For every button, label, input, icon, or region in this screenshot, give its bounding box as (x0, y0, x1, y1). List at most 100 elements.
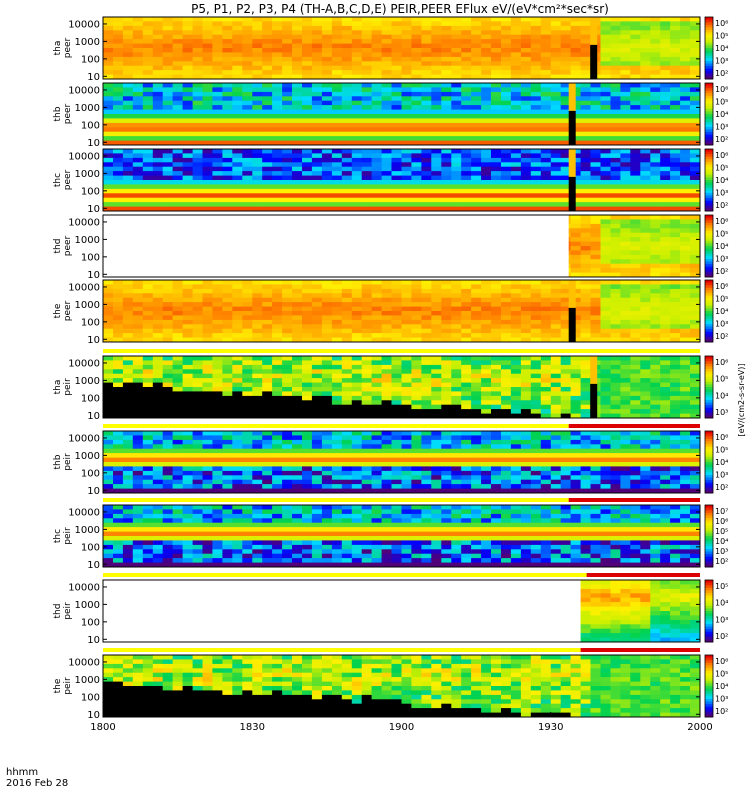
spectrogram-cell (580, 52, 592, 58)
spectrogram-cell (103, 136, 114, 141)
spectrogram-cell (341, 149, 353, 154)
spectrogram-cell (162, 70, 174, 75)
spectrogram-cell (560, 48, 572, 53)
spectrogram-cell (232, 175, 243, 181)
spectrogram-cell (103, 83, 114, 88)
spectrogram-cell (680, 100, 691, 106)
spectrogram-cell (630, 149, 641, 154)
spectrogram-cell (182, 25, 193, 31)
spectrogram-cell (520, 105, 532, 110)
colorbar-segment (705, 76, 713, 80)
spectrogram-cell (272, 153, 283, 159)
spectrogram-cell (103, 378, 114, 383)
spectrogram-cell (540, 21, 552, 27)
spectrogram-cell (331, 30, 343, 36)
spectrogram-cell (520, 324, 532, 330)
spectrogram-cell (371, 319, 382, 325)
panel-ylabel-species: peer (63, 37, 73, 58)
spectrogram-cell (331, 61, 343, 67)
spectrogram-cell (560, 387, 572, 392)
spectrogram-cell (411, 333, 422, 338)
spectrogram-cell (600, 328, 611, 334)
spectrogram-cell (501, 387, 512, 392)
spectrogram-cell (222, 153, 233, 159)
spectrogram-cell (132, 356, 144, 361)
spectrogram-cell (630, 87, 641, 93)
spectrogram-cell (272, 439, 283, 445)
colorbar-tick-label: 10² (715, 267, 728, 276)
spectrogram-cell (441, 328, 452, 334)
spectrogram-cell (520, 70, 532, 75)
spectrogram-cell (471, 39, 482, 44)
spectrogram-cell (252, 61, 263, 67)
spectrogram-cell (461, 306, 472, 312)
spectrogram-cell (302, 162, 313, 168)
spectrogram-cell (391, 56, 402, 62)
spectrogram-cell (311, 157, 323, 163)
spectrogram-cell (680, 166, 691, 172)
spectrogram-cell (132, 448, 144, 454)
spectrogram-cell (530, 131, 542, 137)
spectrogram-cell (152, 131, 164, 137)
spectrogram-cell (540, 118, 552, 124)
spectrogram-cell (361, 311, 373, 316)
spectrogram-cell (142, 193, 154, 199)
spectrogram-cell (501, 188, 512, 194)
spectrogram-cell (302, 193, 313, 199)
spectrogram-cell (461, 91, 472, 97)
spectrogram-cell (132, 439, 144, 445)
spectrogram-cell (351, 382, 363, 388)
spectrogram-cell (640, 241, 651, 247)
spectrogram-cell (680, 180, 691, 185)
spectrogram-cell (431, 288, 442, 294)
spectrogram-cell (680, 324, 691, 330)
spectrogram-cell (212, 413, 223, 419)
spectrogram-cell (321, 387, 333, 392)
spectrogram-cell (481, 324, 492, 330)
spectrogram-cell (530, 391, 542, 397)
spectrogram-cell (152, 188, 164, 194)
spectrogram-cell (620, 171, 631, 176)
colorbar-segment (705, 280, 713, 284)
spectrogram-cell (242, 337, 253, 343)
spectrogram-cell (540, 373, 552, 379)
spectrogram-cell (202, 83, 213, 88)
colorbar-segment (705, 217, 713, 221)
spectrogram-cell (610, 373, 621, 379)
spectrogram-cell (570, 175, 582, 181)
spectrogram-cell (491, 175, 502, 181)
spectrogram-cell (321, 74, 333, 80)
spectrogram-cell (162, 127, 174, 133)
spectrogram-cell (381, 166, 392, 172)
spectrogram-cell (242, 333, 253, 338)
spectrogram-cell (391, 391, 402, 397)
spectrogram-cell (421, 404, 432, 410)
spectrogram-cell (351, 373, 363, 379)
spectrogram-cell (321, 122, 333, 128)
spectrogram-cell (172, 91, 183, 97)
panel-ylabel: thcpeer (53, 169, 73, 190)
spectrogram-cell (113, 302, 124, 307)
spectrogram-cell (580, 136, 592, 141)
spectrogram-cell (152, 319, 164, 325)
spectrogram-cell (670, 263, 681, 269)
spectrogram-cell (242, 328, 253, 334)
spectrogram-cell (530, 166, 542, 172)
spectrogram-cell (282, 462, 293, 467)
spectrogram-cell (660, 83, 671, 88)
spectrogram-cell (162, 109, 174, 115)
spectrogram-cell (650, 328, 661, 334)
colorbar-segment (705, 22, 713, 26)
spectrogram-cell (600, 65, 611, 71)
spectrogram-cell (152, 387, 164, 392)
spectrogram-cell (411, 52, 422, 58)
spectrogram-cell (600, 369, 611, 375)
spectrogram-cell (560, 302, 572, 307)
spectrogram-cell (152, 171, 164, 176)
spectrogram-cell (311, 184, 323, 190)
spectrogram-cell (660, 293, 671, 299)
spectrogram-cell (103, 404, 114, 410)
spectrogram-cell (530, 122, 542, 128)
spectrogram-cell (600, 395, 611, 401)
